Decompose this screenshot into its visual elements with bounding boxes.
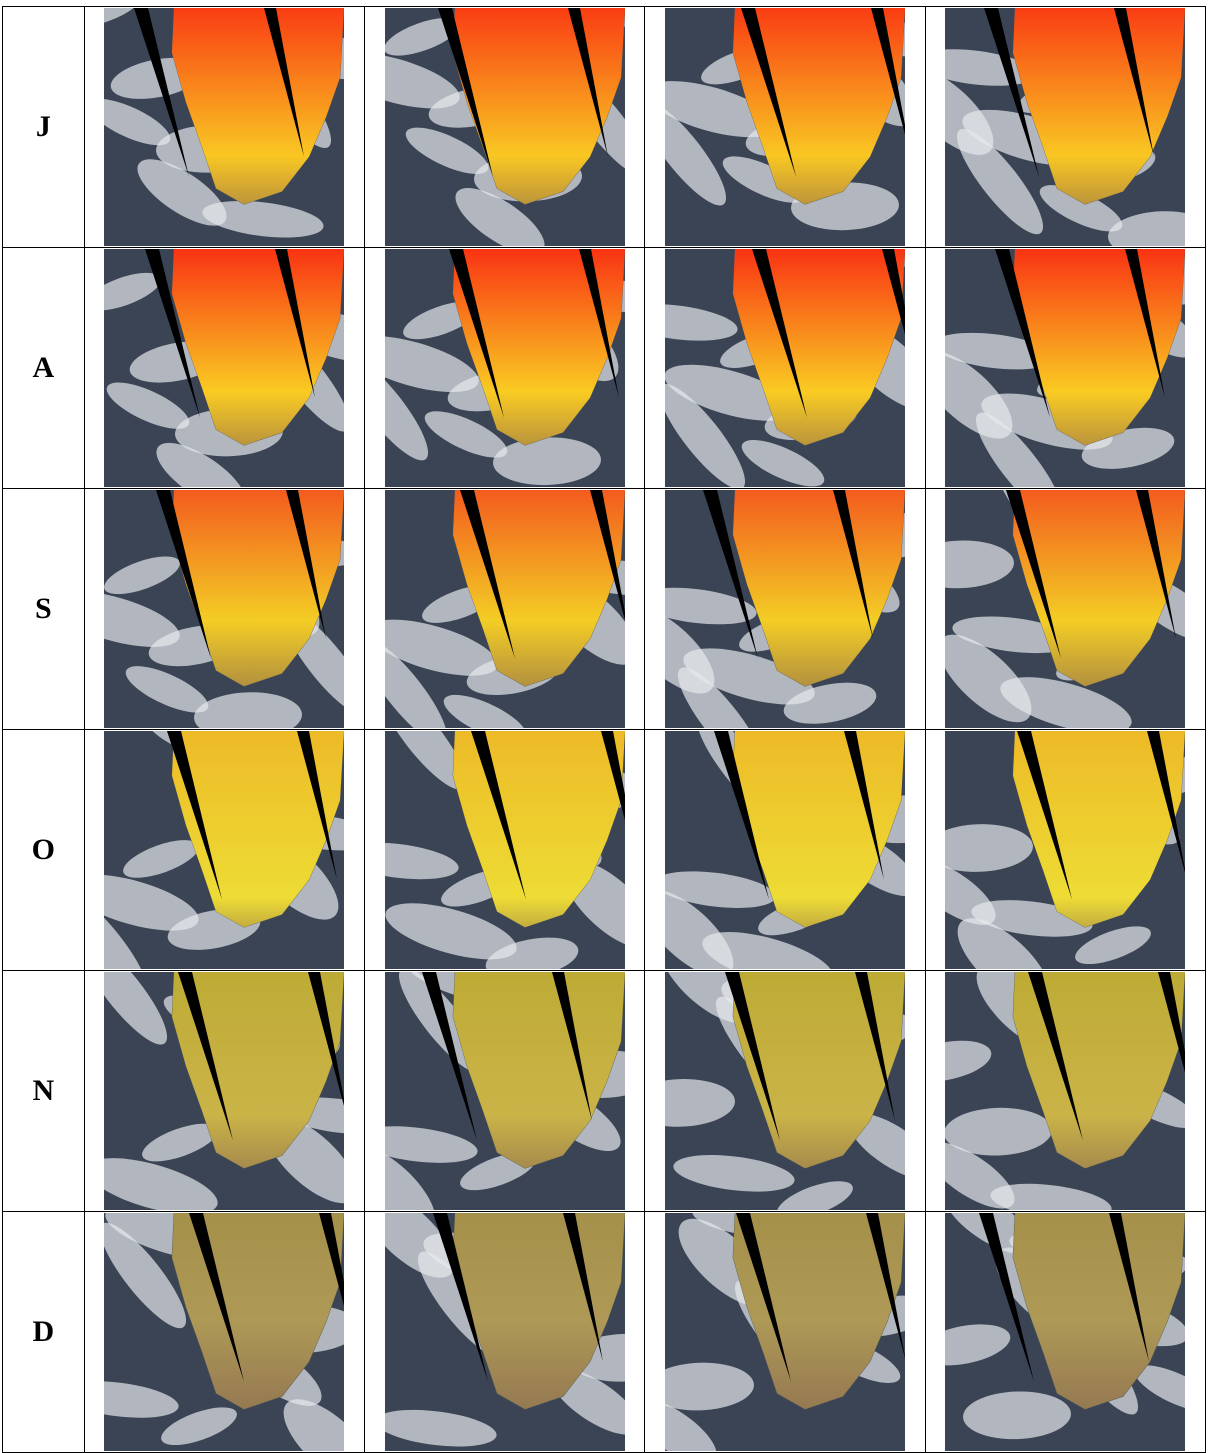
image-cell xyxy=(645,7,925,248)
image-cell xyxy=(925,248,1205,489)
satellite-image xyxy=(385,490,625,728)
satellite-image xyxy=(104,8,344,246)
image-cell xyxy=(84,971,364,1212)
row: J xyxy=(3,7,1206,248)
image-cell xyxy=(365,971,645,1212)
row-label: A xyxy=(3,248,85,489)
satellite-image xyxy=(945,972,1185,1210)
satellite-image xyxy=(665,8,905,246)
satellite-image xyxy=(945,249,1185,487)
satellite-image xyxy=(104,490,344,728)
satellite-image xyxy=(385,8,625,246)
image-cell xyxy=(365,1212,645,1453)
satellite-image xyxy=(385,249,625,487)
row: A xyxy=(3,248,1206,489)
satellite-image xyxy=(665,490,905,728)
image-cell xyxy=(925,7,1205,248)
image-cell xyxy=(84,7,364,248)
image-cell xyxy=(84,1212,364,1453)
table-body: J A S O N D xyxy=(3,7,1206,1453)
satellite-image xyxy=(104,972,344,1210)
satellite-image xyxy=(945,490,1185,728)
image-cell xyxy=(645,971,925,1212)
image-cell xyxy=(645,1212,925,1453)
image-cell xyxy=(365,248,645,489)
row-label: N xyxy=(3,971,85,1212)
row-label: O xyxy=(3,730,85,971)
row-label: S xyxy=(3,489,85,730)
image-cell xyxy=(84,248,364,489)
row: N xyxy=(3,971,1206,1212)
row: O xyxy=(3,730,1206,971)
satellite-image xyxy=(104,1213,344,1451)
image-cell xyxy=(645,489,925,730)
image-cell xyxy=(365,730,645,971)
satellite-image xyxy=(945,1213,1185,1451)
satellite-image xyxy=(665,731,905,969)
image-cell xyxy=(645,248,925,489)
satellite-image xyxy=(385,1213,625,1451)
image-cell xyxy=(925,971,1205,1212)
image-cell xyxy=(645,730,925,971)
image-cell xyxy=(925,1212,1205,1453)
image-cell xyxy=(925,730,1205,971)
image-cell xyxy=(925,489,1205,730)
row-label: D xyxy=(3,1212,85,1453)
satellite-image xyxy=(104,731,344,969)
satellite-image xyxy=(945,731,1185,969)
satellite-image xyxy=(665,249,905,487)
satellite-image xyxy=(104,249,344,487)
image-table: J A S O N D xyxy=(2,6,1206,1453)
satellite-image xyxy=(665,1213,905,1451)
satellite-image xyxy=(665,972,905,1210)
satellite-image xyxy=(945,8,1185,246)
image-cell xyxy=(84,730,364,971)
row-label: J xyxy=(3,7,85,248)
image-cell xyxy=(365,7,645,248)
page: J A S O N D (() => { const data = JSON.p… xyxy=(0,0,1208,1452)
row: D xyxy=(3,1212,1206,1453)
satellite-image xyxy=(385,731,625,969)
image-cell xyxy=(365,489,645,730)
satellite-image xyxy=(385,972,625,1210)
row: S xyxy=(3,489,1206,730)
image-cell xyxy=(84,489,364,730)
